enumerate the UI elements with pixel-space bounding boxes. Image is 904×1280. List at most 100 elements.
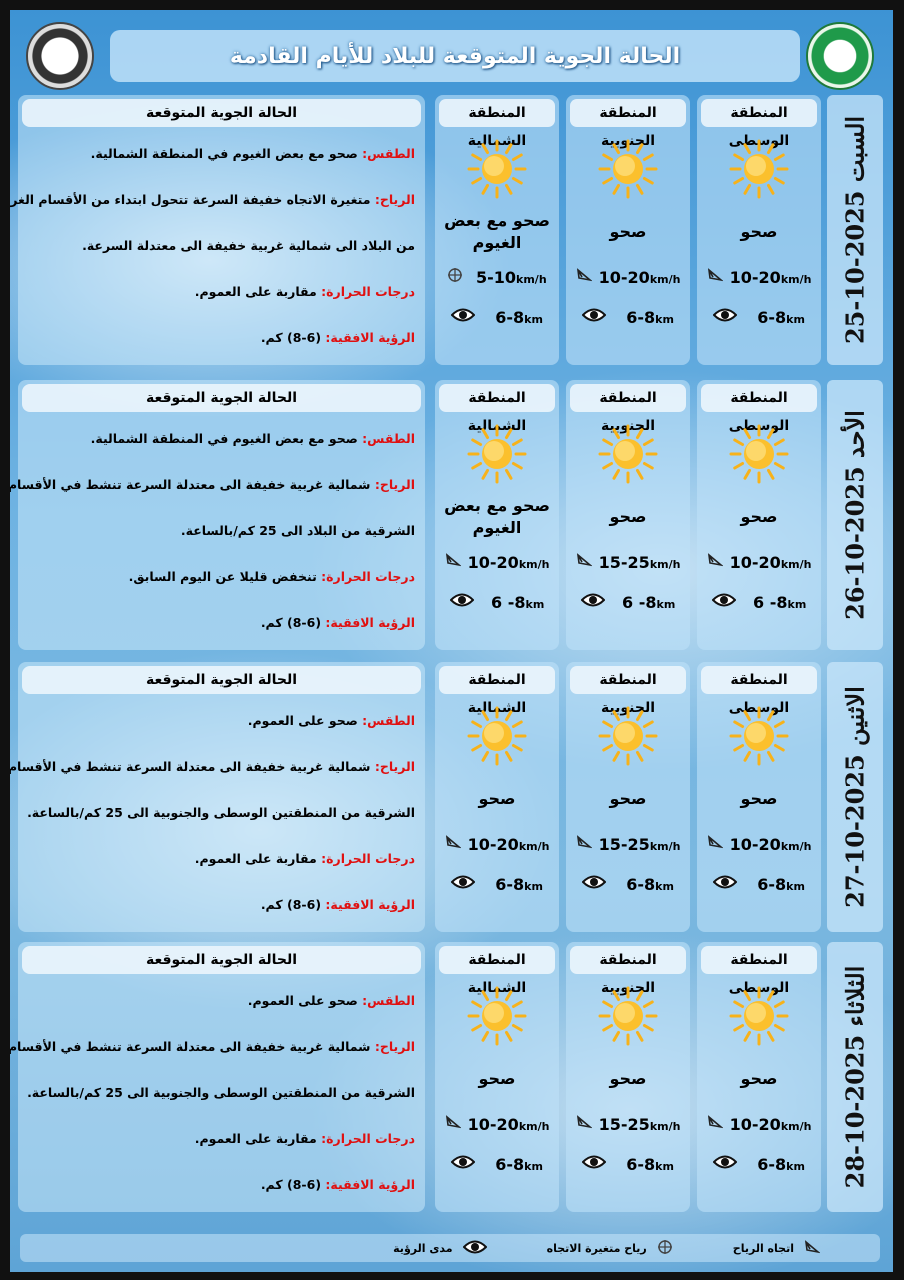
weather-line: الطقس: صحو على العموم. bbox=[247, 713, 415, 728]
wind-line: الرياح: متغيرة الاتجاه خفيفة السرعة تتحو… bbox=[10, 192, 415, 207]
visibility-value: 6-8 bbox=[495, 307, 525, 327]
wind-row: 10-20km/h bbox=[697, 542, 821, 582]
wind-direction-icon bbox=[707, 1114, 724, 1134]
weather-line: الطقس: صحو مع بعض الغيوم في المنطقة الشم… bbox=[90, 146, 415, 161]
region-card: المنطقة الجنوبية صحو 15-25km/h 6-8km bbox=[566, 662, 690, 932]
eye-icon bbox=[450, 874, 476, 894]
temperature-line: درجات الحرارة: مقاربة على العموم. bbox=[194, 284, 415, 299]
wind-row: 10-20km/h bbox=[435, 1104, 559, 1144]
sunny-icon bbox=[467, 986, 527, 1046]
wind-speed: 10-20 bbox=[729, 267, 781, 287]
visibility-row: 6-8km bbox=[435, 864, 559, 904]
info-title: الحالة الجوية المتوقعة bbox=[22, 946, 421, 974]
eye-icon bbox=[462, 1239, 488, 1258]
wind-line-cont: الشرقية من البلاد الى 25 كم/بالساعة. bbox=[180, 523, 415, 538]
visibility-row: 6-8km bbox=[566, 1144, 690, 1184]
sunny-icon bbox=[467, 139, 527, 199]
visibility-line: الرؤية الافقية: (6-8) كم. bbox=[260, 615, 415, 630]
region-title: المنطقة الوسطى bbox=[701, 946, 817, 996]
region-card: المنطقة الشمالية صحو مع بعض الغيوم 5-10k… bbox=[435, 95, 559, 365]
visibility-value: 6-8 bbox=[757, 874, 787, 894]
legend-variable-wind: رياح متغيرة الاتجاه bbox=[547, 1239, 673, 1258]
region-card: المنطقة الشمالية صحو 10-20km/h 6-8km bbox=[435, 662, 559, 932]
wind-speed: 15-25 bbox=[598, 834, 650, 854]
wind-row: 10-20km/h bbox=[697, 1104, 821, 1144]
day-block: الاثنين 2025-10-27 المنطقة الوسطى صحو 10… bbox=[10, 662, 883, 932]
visibility-line: الرؤية الافقية: (6-8) كم. bbox=[260, 897, 415, 912]
visibility-value: 6-8 bbox=[495, 1154, 525, 1174]
day-label: الاثنين 2025-10-27 bbox=[827, 662, 883, 932]
visibility-row: 6 -8km bbox=[566, 582, 690, 622]
visibility-line: الرؤية الافقية: (6-8) كم. bbox=[260, 330, 415, 345]
region-title: المنطقة الوسطى bbox=[701, 666, 817, 716]
variable-wind-icon bbox=[657, 1239, 673, 1258]
sunny-icon bbox=[598, 139, 658, 199]
wind-direction-icon bbox=[576, 552, 593, 572]
sunny-icon bbox=[729, 706, 789, 766]
region-title: المنطقة الشمالية bbox=[439, 946, 555, 996]
sunny-icon bbox=[467, 424, 527, 484]
wind-line: الرياح: شمالية غربية خفيفة الى معتدلة ال… bbox=[10, 1039, 415, 1054]
visibility-value: 6-8 bbox=[626, 1154, 656, 1174]
region-title: المنطقة الشمالية bbox=[439, 99, 555, 149]
condition-text: صحو bbox=[740, 507, 778, 526]
eye-icon bbox=[581, 307, 607, 327]
day-block: الأحد 2025-10-26 المنطقة الوسطى صحو 10-2… bbox=[10, 380, 883, 650]
legend-visibility: مدى الرؤية bbox=[393, 1239, 488, 1258]
visibility-row: 6-8km bbox=[435, 297, 559, 337]
region-card: المنطقة الجنوبية صحو 15-25km/h 6-8km bbox=[566, 942, 690, 1212]
wind-row: 10-20km/h bbox=[697, 824, 821, 864]
weather-line: الطقس: صحو على العموم. bbox=[247, 993, 415, 1008]
wind-direction-icon bbox=[576, 267, 593, 287]
eye-icon bbox=[450, 307, 476, 327]
legend-wind-direction: اتجاه الرياح bbox=[733, 1239, 821, 1258]
region-card: المنطقة الشمالية صحو مع بعض الغيوم 10-20… bbox=[435, 380, 559, 650]
eye-icon bbox=[581, 1154, 607, 1174]
region-card: المنطقة الوسطى صحو 10-20km/h 6-8km bbox=[697, 942, 821, 1212]
sunny-icon bbox=[729, 424, 789, 484]
wind-line: الرياح: شمالية غربية خفيفة الى معتدلة ال… bbox=[10, 477, 415, 492]
wind-row: 10-20km/h bbox=[697, 257, 821, 297]
legend: اتجاه الرياح رياح متغيرة الاتجاه مدى الر… bbox=[20, 1234, 880, 1262]
wind-direction-icon bbox=[576, 834, 593, 854]
sunny-icon bbox=[729, 986, 789, 1046]
forecast-info-panel: الحالة الجوية المتوقعة الطقس: صحو مع بعض… bbox=[10, 95, 425, 365]
agency-logo-left bbox=[26, 22, 94, 90]
page-title: الحالة الجوية المتوقعة للبلاد للأيام الق… bbox=[110, 30, 800, 82]
condition-text: صحو bbox=[740, 789, 778, 808]
condition-text: صحو bbox=[478, 789, 516, 808]
forecast-info-panel: الحالة الجوية المتوقعة الطقس: صحو على ال… bbox=[10, 942, 425, 1212]
eye-icon bbox=[581, 874, 607, 894]
visibility-row: 6-8km bbox=[697, 297, 821, 337]
info-title: الحالة الجوية المتوقعة bbox=[22, 384, 421, 412]
wind-line-cont: من البلاد الى شمالية غربية خفيفة الى معت… bbox=[82, 238, 415, 253]
wind-line-cont: الشرقية من المنطقتين الوسطى والجنوبية ال… bbox=[27, 1085, 415, 1100]
visibility-line: الرؤية الافقية: (6-8) كم. bbox=[260, 1177, 415, 1192]
visibility-row: 6 -8km bbox=[435, 582, 559, 622]
region-title: المنطقة الجنوبية bbox=[570, 666, 686, 716]
visibility-value: 6-8 bbox=[757, 307, 787, 327]
visibility-row: 6-8km bbox=[566, 297, 690, 337]
wind-direction-icon bbox=[707, 834, 724, 854]
day-label: الأحد 2025-10-26 bbox=[827, 380, 883, 650]
wind-speed: 15-25 bbox=[598, 1114, 650, 1134]
condition-text: صحو bbox=[609, 1069, 647, 1088]
condition-text: صحو مع بعض الغيوم bbox=[444, 211, 550, 252]
region-card: المنطقة الجنوبية صحو 15-25km/h 6 -8km bbox=[566, 380, 690, 650]
wind-speed: 15-25 bbox=[598, 552, 650, 572]
wind-speed: 10-20 bbox=[467, 552, 519, 572]
info-title: الحالة الجوية المتوقعة bbox=[22, 99, 421, 127]
info-title: الحالة الجوية المتوقعة bbox=[22, 666, 421, 694]
wind-direction-icon bbox=[576, 1114, 593, 1134]
wind-speed: 10-20 bbox=[729, 1114, 781, 1134]
day-label: الثلاثاء 2025-10-28 bbox=[827, 942, 883, 1212]
wind-row: 15-25km/h bbox=[566, 542, 690, 582]
wind-row: 15-25km/h bbox=[566, 1104, 690, 1144]
eye-icon bbox=[712, 307, 738, 327]
eye-icon bbox=[450, 1154, 476, 1174]
condition-text: صحو bbox=[740, 1069, 778, 1088]
visibility-value: 6-8 bbox=[626, 307, 656, 327]
wind-speed: 10-20 bbox=[467, 1114, 519, 1134]
forecast-info-panel: الحالة الجوية المتوقعة الطقس: صحو على ال… bbox=[10, 662, 425, 932]
region-card: المنطقة الوسطى صحو 10-20km/h 6-8km bbox=[697, 662, 821, 932]
